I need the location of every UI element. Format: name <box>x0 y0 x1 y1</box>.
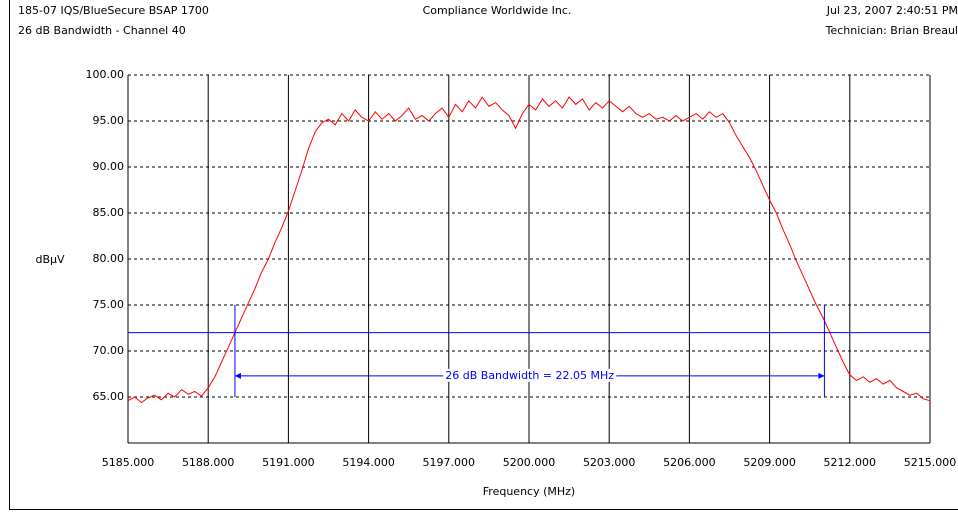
y-tick-label: 75.00 <box>93 298 125 311</box>
arrow-head <box>234 372 241 379</box>
x-tick-label: 5203.000 <box>583 456 636 469</box>
bandwidth-label: 26 dB Bandwidth = 22.05 MHz <box>445 369 614 382</box>
header-left: 185-07 IQS/BlueSecure BSAP 1700 <box>18 4 209 17</box>
x-axis-label: Frequency (MHz) <box>483 485 575 498</box>
y-tick-label: 80.00 <box>93 252 125 265</box>
header-center: Compliance Worldwide Inc. <box>423 4 572 17</box>
label-background <box>443 368 617 382</box>
y-tick-label: 70.00 <box>93 344 125 357</box>
y-axis-label: dBµV <box>35 253 65 266</box>
x-tick-label: 5194.000 <box>342 456 395 469</box>
y-tick-label: 95.00 <box>93 114 125 127</box>
x-tick-label: 5197.000 <box>423 456 476 469</box>
technician: Technician: Brian Breaul <box>825 24 958 37</box>
chart-title: 26 dB Bandwidth - Channel 40 <box>18 24 186 37</box>
x-tick-label: 5212.000 <box>824 456 877 469</box>
x-tick-label: 5200.000 <box>503 456 556 469</box>
spectrum-line <box>127 96 931 404</box>
x-tick-label: 5191.000 <box>262 456 315 469</box>
x-tick-label: 5185.000 <box>102 456 155 469</box>
arrow-head <box>818 372 825 379</box>
y-tick-label: 100.00 <box>86 68 125 81</box>
x-tick-label: 5209.000 <box>743 456 796 469</box>
header-right: Jul 23, 2007 2:40:51 PM <box>826 4 958 17</box>
x-tick-label: 5215.000 <box>904 456 957 469</box>
x-tick-label: 5206.000 <box>663 456 716 469</box>
y-tick-label: 90.00 <box>93 160 125 173</box>
x-tick-label: 5188.000 <box>182 456 235 469</box>
y-tick-label: 85.00 <box>93 206 125 219</box>
y-tick-label: 65.00 <box>93 390 125 403</box>
